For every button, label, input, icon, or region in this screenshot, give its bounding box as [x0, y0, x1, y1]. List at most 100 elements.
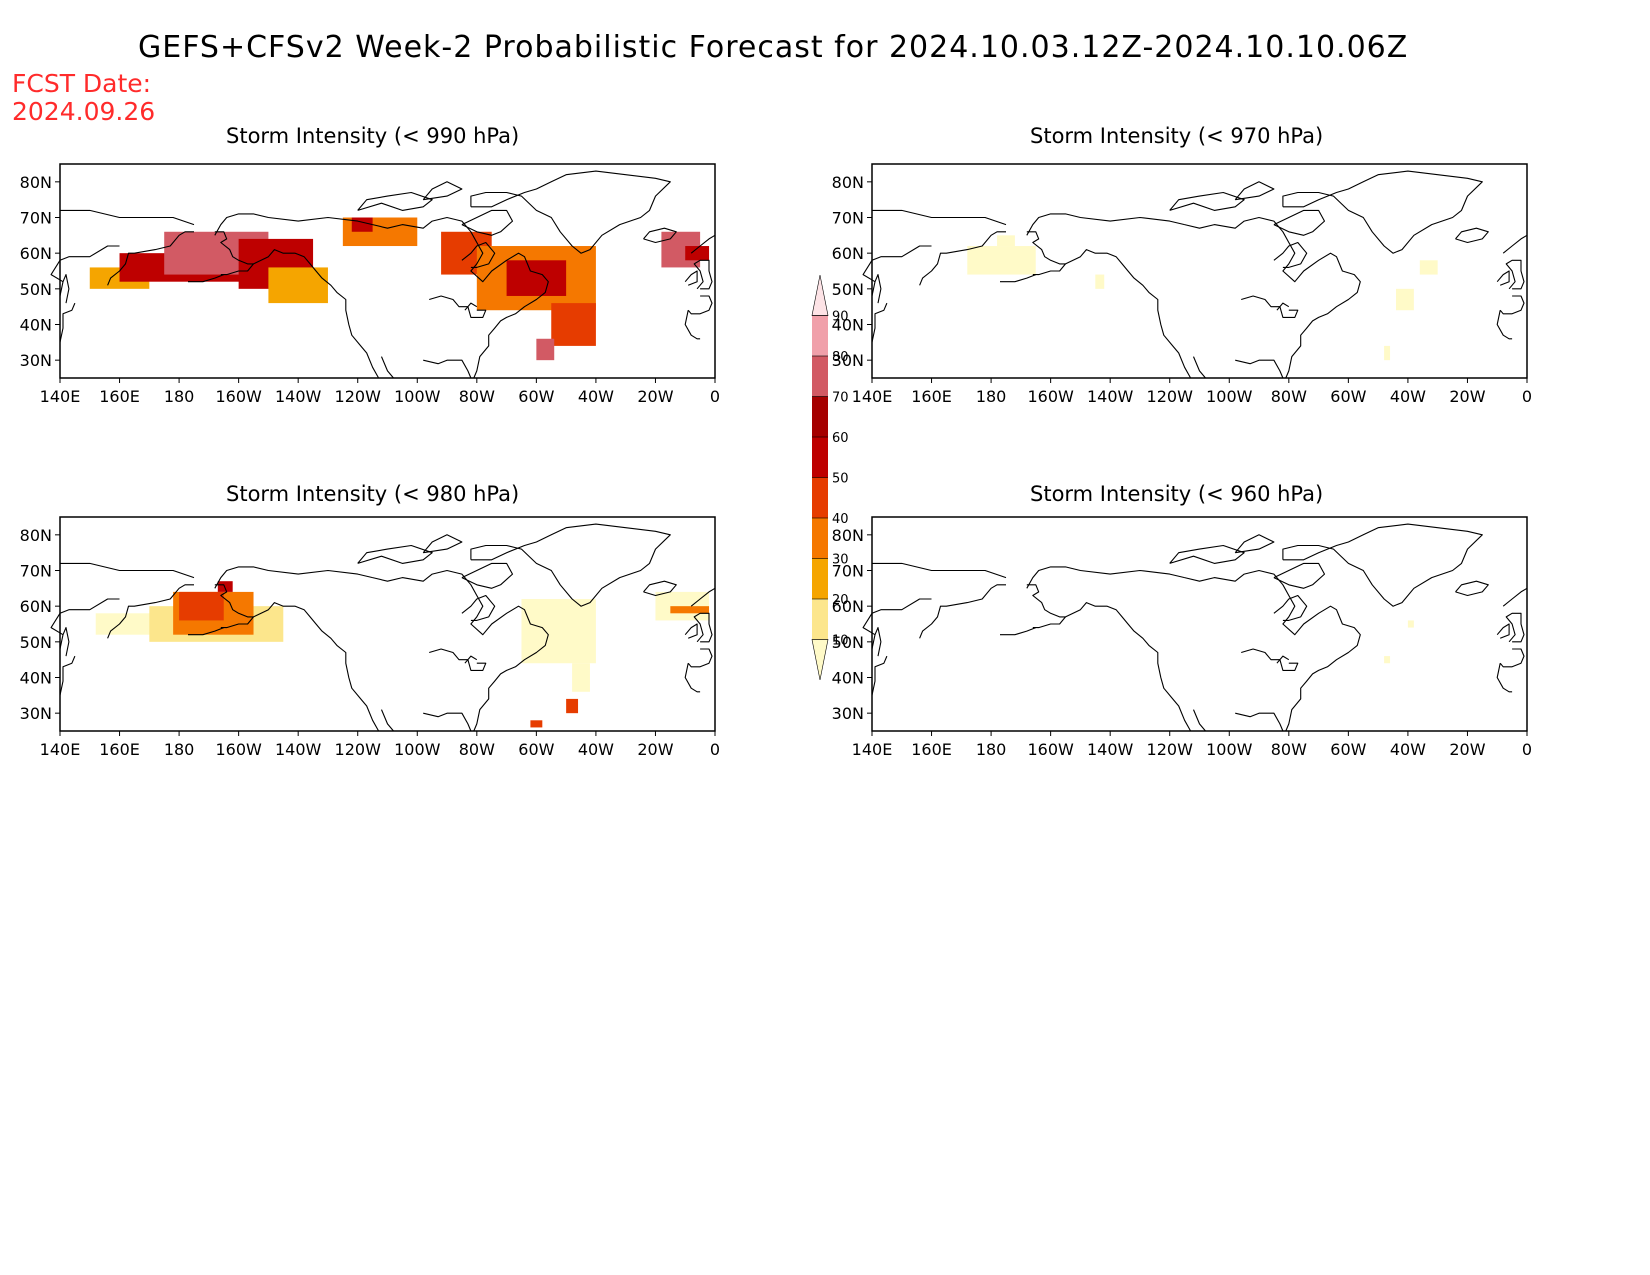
- lat-tick-label: 70N: [832, 562, 864, 581]
- lon-tick-label: 180: [976, 740, 1007, 759]
- coastline: [919, 231, 1006, 286]
- panel-title-960: Storm Intensity (< 960 hPa): [1030, 482, 1324, 506]
- coastline: [470, 170, 671, 254]
- coastline: [470, 523, 671, 607]
- coastline: [380, 709, 394, 732]
- coastline: [107, 584, 194, 639]
- lon-tick-label: 160W: [1027, 387, 1074, 406]
- coastlines: [50, 523, 716, 732]
- coastline: [422, 181, 463, 201]
- probability-shading: [967, 235, 1438, 361]
- colorbar-tick-label: 20: [832, 593, 849, 608]
- forecast-date-block: FCST Date: 2024.09.26: [12, 70, 155, 126]
- coastline: [874, 274, 882, 304]
- coastline: [60, 562, 195, 579]
- lon-tick-label: 120W: [335, 387, 382, 406]
- lat-tick-label: 80N: [832, 173, 864, 192]
- lat-tick-label: 80N: [20, 173, 52, 192]
- map-panel-970: 80N 70N 60N 50N 40N 30N 140E 160E 180 160W 140W 120…: [832, 163, 1532, 406]
- coastline: [643, 580, 677, 597]
- coastline: [461, 241, 496, 268]
- coastline: [1276, 302, 1290, 311]
- lon-tick-label: 140W: [275, 387, 322, 406]
- lat-tick-label: 70N: [20, 562, 52, 581]
- coastline: [357, 191, 433, 211]
- lat-tick-label: 50N: [832, 280, 864, 299]
- lat-tick-label: 30N: [832, 351, 864, 370]
- lon-tick-label: 100W: [1206, 740, 1253, 759]
- coastline: [1499, 648, 1525, 668]
- coastline: [872, 209, 1007, 226]
- probability-cell: [1384, 656, 1391, 664]
- colorbar-segment: [812, 315, 828, 356]
- colorbar-segment: [812, 599, 828, 640]
- coastline: [60, 209, 195, 226]
- lat-tick-label: 80N: [832, 526, 864, 545]
- coastline: [1282, 523, 1483, 607]
- coastline: [1234, 534, 1275, 554]
- probability-cell: [521, 599, 596, 664]
- panel-title-990: Storm Intensity (< 990 hPa): [226, 124, 520, 148]
- panel-title-970: Storm Intensity (< 970 hPa): [1030, 124, 1324, 148]
- coastline: [1000, 627, 1036, 636]
- colorbar-tick-label: 10: [832, 634, 849, 649]
- lon-tick-label: 140E: [40, 387, 81, 406]
- lon-tick-label: 140W: [1087, 740, 1134, 759]
- lon-tick-label: 160E: [911, 387, 952, 406]
- coastline: [422, 534, 463, 554]
- lon-tick-label: 180: [976, 387, 1007, 406]
- coastline: [188, 627, 224, 636]
- coastline: [1496, 623, 1510, 639]
- lon-tick-label: 160E: [911, 740, 952, 759]
- probability-cell: [1419, 260, 1438, 275]
- lon-tick-label: 20W: [637, 387, 673, 406]
- coastline: [1502, 234, 1528, 254]
- lon-tick-label: 160W: [1027, 740, 1074, 759]
- probability-cell: [1384, 345, 1391, 361]
- lon-tick-label: 160E: [99, 387, 140, 406]
- coastline: [50, 598, 120, 650]
- lat-tick-label: 50N: [20, 633, 52, 652]
- colorbar-segment: [812, 356, 828, 397]
- lat-tick-label: 30N: [20, 704, 52, 723]
- probability-cell: [536, 338, 555, 361]
- map-frame: [59, 516, 716, 732]
- lon-tick-label: 60W: [518, 387, 554, 406]
- probability-cell: [179, 591, 224, 621]
- coastline: [214, 231, 255, 276]
- coastlines: [50, 170, 716, 379]
- coastline: [1273, 594, 1308, 621]
- probability-shading: [95, 581, 710, 728]
- lon-tick-label: 140E: [40, 740, 81, 759]
- coastline: [1026, 584, 1067, 629]
- probability-shading: [1384, 620, 1414, 664]
- lon-tick-label: 80W: [459, 740, 495, 759]
- probability-cell: [1407, 620, 1414, 628]
- lat-tick-label: 30N: [832, 704, 864, 723]
- coastline: [188, 274, 224, 283]
- probability-cell: [95, 613, 156, 635]
- lon-tick-label: 40W: [1390, 387, 1426, 406]
- lat-tick-label: 80N: [20, 526, 52, 545]
- lon-tick-label: 140E: [852, 740, 893, 759]
- colorbar-tick-label: 70: [832, 391, 849, 406]
- coastline: [214, 584, 255, 629]
- coastline: [687, 295, 713, 315]
- lon-tick-label: 80W: [1271, 387, 1307, 406]
- lon-tick-label: 100W: [394, 740, 441, 759]
- coastline: [862, 245, 932, 297]
- coastline: [871, 655, 888, 696]
- probability-cell: [685, 246, 710, 261]
- coastline: [862, 598, 932, 650]
- lon-tick-label: 60W: [518, 740, 554, 759]
- coastline: [693, 612, 713, 643]
- coastline: [59, 302, 76, 343]
- coastline: [1026, 566, 1185, 589]
- lat-tick-label: 60N: [20, 244, 52, 263]
- lon-tick-label: 0: [710, 740, 720, 759]
- coastline: [214, 213, 373, 236]
- coastline: [1496, 270, 1510, 286]
- lat-tick-label: 60N: [832, 597, 864, 616]
- probability-cell: [217, 581, 233, 592]
- coastline: [1235, 359, 1284, 379]
